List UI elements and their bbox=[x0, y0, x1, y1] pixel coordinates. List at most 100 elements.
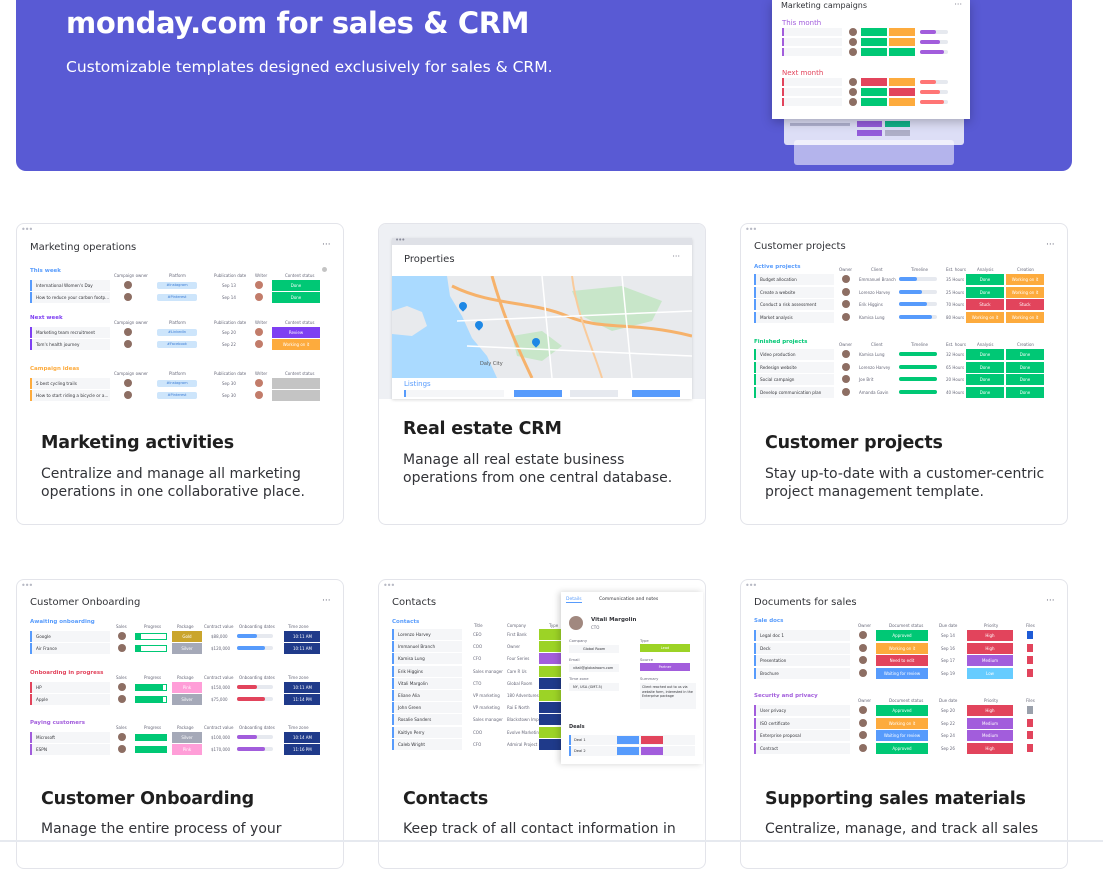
avatar bbox=[849, 78, 857, 86]
board-title: Documents for sales bbox=[754, 597, 857, 608]
avatar bbox=[118, 733, 126, 741]
contact-company: Owner bbox=[507, 644, 521, 650]
contact-title: Sales manager bbox=[473, 668, 503, 674]
board-title: Customer projects bbox=[754, 241, 846, 252]
client-name: Erik Higgins bbox=[859, 302, 883, 308]
analysis-status: Done bbox=[966, 361, 1004, 373]
source-label: Source bbox=[640, 657, 654, 662]
table-row: HP bbox=[30, 682, 110, 693]
publication-date: Sep 22 bbox=[222, 342, 236, 347]
tab-details[interactable]: Details bbox=[566, 597, 582, 603]
avatar bbox=[859, 743, 867, 752]
avatar bbox=[255, 293, 263, 301]
avatar bbox=[859, 718, 867, 727]
contract-value: $120,000 bbox=[211, 646, 231, 651]
hero-subtitle: Customizable templates designed exclusiv… bbox=[66, 58, 553, 76]
progress-fill bbox=[920, 100, 944, 104]
column-header: Onboarding dates bbox=[239, 725, 275, 730]
table-row: Deck bbox=[754, 642, 850, 654]
listings-label: Listings bbox=[404, 380, 431, 388]
email-value: vitali@globalroom.com bbox=[569, 664, 619, 672]
template-card-customer-projects[interactable]: ••• Customer projects ··· Active project… bbox=[740, 223, 1068, 525]
contract-value: $88,000 bbox=[211, 634, 228, 639]
avatar bbox=[255, 379, 263, 387]
table-row: How to reduce your carbon footp... bbox=[30, 292, 110, 303]
preview-group-next-month: Next month bbox=[782, 69, 824, 77]
hero-title: monday.com for sales & CRM bbox=[66, 6, 530, 40]
column-header: Owner bbox=[839, 342, 853, 347]
template-card-real-estate-crm[interactable]: ••• Properties ··· Daly City Listings bbox=[378, 223, 706, 525]
status-cell bbox=[889, 78, 915, 86]
column-header: Client bbox=[871, 267, 883, 272]
contact-company: 180 Adventures bbox=[507, 693, 539, 698]
status-cell bbox=[861, 78, 887, 86]
table-row: User privacy bbox=[754, 705, 850, 716]
column-header: Onboarding dates bbox=[239, 675, 275, 680]
table-row: Budget allocation bbox=[754, 274, 834, 285]
contact-row: Rosalie Sanders bbox=[392, 714, 462, 726]
avatar bbox=[124, 328, 132, 336]
avatar bbox=[124, 293, 132, 301]
tz-label: Time zone bbox=[569, 676, 589, 681]
avatar bbox=[842, 388, 850, 397]
contact-type bbox=[539, 653, 561, 665]
document-status: Need to edit bbox=[876, 655, 928, 667]
column-header: Priority bbox=[984, 623, 999, 628]
source-value: Partner bbox=[640, 663, 690, 671]
group-label: Awaiting onboarding bbox=[30, 619, 95, 625]
analysis-status: Working on it bbox=[966, 312, 1004, 324]
avatar bbox=[842, 350, 850, 358]
table-row: Tom's health journey bbox=[30, 339, 110, 350]
time-zone: 11:14 PM bbox=[284, 694, 320, 705]
group-label: Finished projects bbox=[754, 339, 808, 345]
column-header: Owner bbox=[858, 623, 872, 628]
card-description: Manage the entire process of your bbox=[41, 821, 282, 837]
contact-title: CTO bbox=[473, 680, 482, 686]
more-icon: ··· bbox=[322, 596, 331, 606]
board-title: Properties bbox=[404, 254, 455, 265]
contact-row: Vitali Margolin bbox=[392, 677, 462, 689]
contract-value: $75,000 bbox=[211, 697, 228, 702]
column-header: Time zone bbox=[288, 725, 309, 730]
priority-badge: High bbox=[967, 630, 1013, 641]
avatar bbox=[842, 375, 850, 384]
group-label: Sale docs bbox=[754, 618, 784, 624]
template-card-contacts[interactable]: ••• Contacts Contacts Title Company Type Lor… bbox=[378, 579, 706, 869]
status-badge: Working on it bbox=[272, 339, 320, 350]
tab-communication[interactable]: Communication and notes bbox=[599, 597, 659, 602]
card-description: Centralize, manage, and track all sales bbox=[765, 821, 1039, 837]
contact-type bbox=[539, 677, 561, 689]
company-label: Company bbox=[569, 638, 588, 643]
due-date: Sep 20 bbox=[941, 708, 955, 713]
timeline-fill bbox=[899, 377, 937, 382]
contact-row: John Green bbox=[392, 702, 462, 714]
column-header: Time zone bbox=[288, 675, 309, 680]
progress-fill bbox=[920, 30, 936, 34]
contact-row: Caleb Wright bbox=[392, 738, 462, 750]
group-label: This week bbox=[30, 268, 61, 274]
table-row: Apple bbox=[30, 694, 110, 705]
add-column-icon bbox=[322, 267, 327, 272]
status-badge: Done bbox=[272, 292, 320, 303]
column-header: Timeline bbox=[911, 342, 929, 347]
template-card-marketing-activities[interactable]: ••• Marketing operations ··· This week Ca… bbox=[16, 223, 344, 525]
timeline-fill bbox=[899, 289, 922, 294]
timeline-fill bbox=[899, 390, 937, 395]
status-badge: Done bbox=[272, 280, 320, 291]
creation-status: Stuck bbox=[1006, 299, 1044, 311]
table-row: ISO certificate bbox=[754, 717, 850, 729]
publication-date: Sep 13 bbox=[222, 283, 236, 288]
column-header: Type bbox=[549, 623, 559, 628]
column-header: Files bbox=[1026, 623, 1035, 628]
template-card-supporting-sales-materials[interactable]: ••• Documents for sales ··· Sale docs Own… bbox=[740, 579, 1068, 869]
due-date: Sep 14 bbox=[941, 633, 955, 638]
card-title: Customer Onboarding bbox=[41, 789, 254, 809]
column-header: Files bbox=[1026, 698, 1035, 703]
contact-type bbox=[539, 702, 561, 714]
dates-fill bbox=[237, 634, 257, 638]
package-badge: Silver bbox=[172, 694, 202, 705]
timeline-fill bbox=[899, 352, 937, 356]
template-card-customer-onboarding[interactable]: ••• Customer Onboarding ··· Awaiting onb… bbox=[16, 579, 344, 869]
column-header: Package bbox=[177, 725, 194, 730]
email-label: Email bbox=[569, 657, 580, 662]
